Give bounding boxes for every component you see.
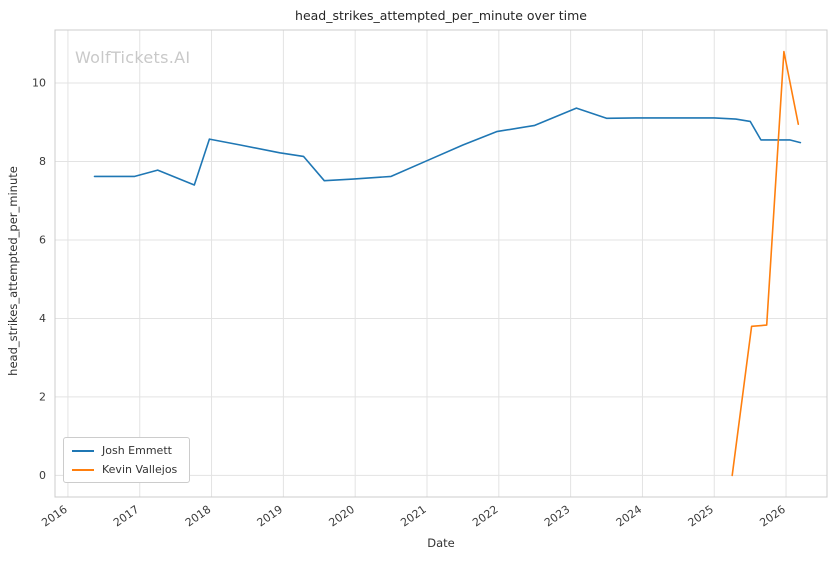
legend-item-kevin-vallejos: Kevin Vallejos bbox=[72, 463, 177, 476]
legend-line-swatch bbox=[72, 449, 94, 452]
x-tick-label: 2019 bbox=[255, 503, 285, 530]
x-tick-label: 2016 bbox=[39, 503, 69, 530]
series-line-kevin-vallejos bbox=[731, 50, 800, 477]
y-tick-label: 0 bbox=[39, 469, 46, 482]
plot-border bbox=[54, 29, 828, 498]
watermark: WolfTickets.AI bbox=[75, 48, 191, 67]
x-axis-label: Date bbox=[427, 536, 455, 550]
y-tick-label: 10 bbox=[32, 76, 46, 89]
x-tick-label: 2020 bbox=[327, 503, 357, 530]
x-tick-label: 2024 bbox=[614, 503, 644, 530]
x-tick-label: 2018 bbox=[183, 503, 213, 530]
y-tick-label: 8 bbox=[39, 155, 46, 168]
y-axis-label: head_strikes_attempted_per_minute bbox=[6, 166, 20, 376]
legend-line-swatch bbox=[72, 468, 94, 471]
x-tick-label: 2026 bbox=[757, 503, 787, 530]
legend: Josh Emmett Kevin Vallejos bbox=[63, 437, 191, 483]
y-tick-label: 6 bbox=[39, 233, 46, 246]
x-tick-label: 2021 bbox=[398, 503, 428, 530]
x-tick-label: 2025 bbox=[686, 503, 716, 530]
x-tick-label: 2017 bbox=[111, 503, 141, 530]
series-line-josh-emmett bbox=[93, 107, 802, 186]
y-tick-label: 4 bbox=[39, 312, 46, 325]
y-tick-label: 2 bbox=[39, 390, 46, 403]
chart-title: head_strikes_attempted_per_minute over t… bbox=[295, 8, 587, 23]
x-tick-label: 2023 bbox=[542, 503, 572, 530]
legend-item-josh-emmett: Josh Emmett bbox=[72, 444, 177, 457]
legend-label: Josh Emmett bbox=[102, 444, 172, 457]
legend-label: Kevin Vallejos bbox=[102, 463, 178, 476]
x-tick-label: 2022 bbox=[470, 503, 500, 530]
